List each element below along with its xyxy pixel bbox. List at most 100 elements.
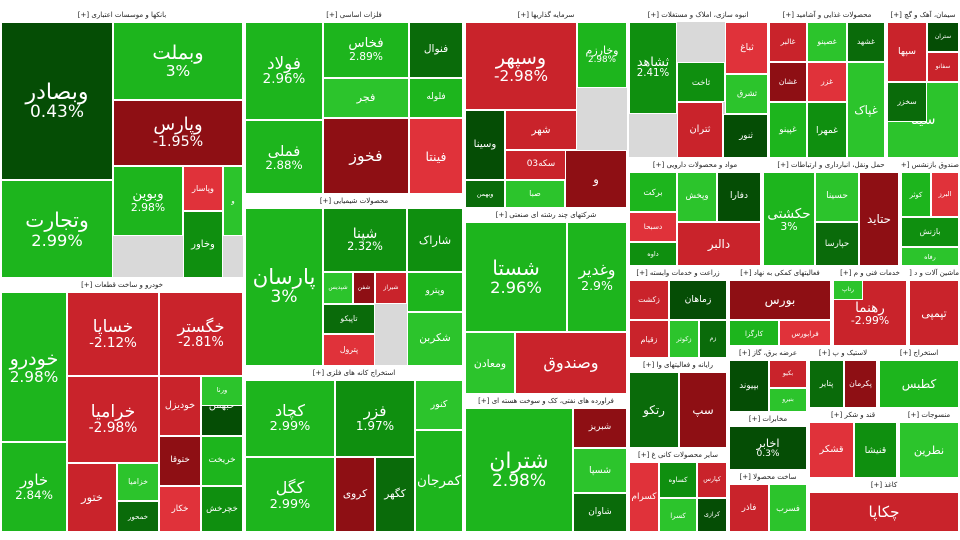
- tile-diversified-1[interactable]: وغدیر 2.9%: [567, 222, 627, 332]
- tile-chemical-5[interactable]: شفن: [353, 272, 375, 304]
- tile-food-3[interactable]: غشان: [769, 62, 807, 102]
- sector-header[interactable]: فعالیتهای کمکی به نهاد [+]: [729, 267, 831, 280]
- tile-agri-4[interactable]: زم: [699, 320, 727, 357]
- tile-mining-6[interactable]: کمرجان: [415, 430, 463, 531]
- tile-metals-5[interactable]: فخوز: [323, 118, 409, 193]
- tile-chemical-9[interactable]: شکربن: [407, 312, 463, 365]
- tile-chemical-8[interactable]: شاراک: [407, 208, 463, 272]
- tile-banks-4[interactable]: وبوین 2.98%: [113, 166, 183, 236]
- tile-pharma-4[interactable]: دالبر: [677, 222, 761, 265]
- tile-ceramic-1[interactable]: کساوه: [659, 462, 697, 498]
- tile-banks-2[interactable]: وبملت 3%: [113, 22, 243, 100]
- tile-banks-1[interactable]: وتجارت 2.99%: [1, 180, 113, 277]
- tile-misc-1[interactable]: فسرب: [769, 484, 807, 531]
- tile-paper-0[interactable]: چکاپا: [809, 492, 959, 531]
- tile-cement-0[interactable]: سپها: [887, 22, 927, 82]
- sector-header[interactable]: کاغذ [+]: [809, 479, 959, 492]
- tile-transport-0[interactable]: حکشتی 3%: [763, 172, 815, 265]
- tile-pharma-2[interactable]: داوه: [629, 242, 677, 265]
- tile-auto-2[interactable]: خگستر -2.81%: [159, 292, 243, 376]
- tile-auto-10[interactable]: ختوقا: [159, 436, 201, 486]
- sector-header[interactable]: منسوجات [+]: [899, 409, 959, 422]
- tile-ceramic-4[interactable]: کرازی: [697, 498, 727, 531]
- sector-header[interactable]: شرکتهای چند رشته ای صنعتی [+]: [465, 209, 627, 222]
- tile-computer-1[interactable]: سپ: [679, 372, 727, 447]
- tile-auto-4[interactable]: خاور 2.84%: [1, 442, 67, 531]
- tile-pharma-5[interactable]: دفارا: [717, 172, 761, 222]
- tile-sugar-1[interactable]: قنیشا: [854, 422, 897, 477]
- tile-plastic-0[interactable]: پتایر: [809, 360, 844, 407]
- tile-food-7[interactable]: غپاک: [847, 62, 885, 157]
- tile-investment-3[interactable]: وسینا: [465, 110, 505, 180]
- sector-header[interactable]: فلزات اساسی [+]: [245, 9, 463, 22]
- tile-construction-5[interactable]: ثنور: [723, 114, 767, 157]
- tile-investment-7[interactable]: و: [565, 150, 627, 207]
- tile-agri-3[interactable]: زکوثر: [669, 320, 699, 357]
- tile-metals-3[interactable]: فجر: [323, 78, 409, 118]
- sector-header[interactable]: سایر محصولات کانی غ [+]: [629, 449, 727, 462]
- tile-electric-0[interactable]: بپیوند: [729, 360, 769, 411]
- tile-computer-0[interactable]: رتکو: [629, 372, 679, 447]
- tile-auto-11[interactable]: خریخت: [201, 436, 243, 486]
- sector-header[interactable]: صندوق بازنشس [+]: [901, 159, 959, 172]
- tile-auto-13[interactable]: خچرخش: [201, 486, 243, 531]
- tile-transport-2[interactable]: حپارسا: [815, 222, 859, 265]
- sector-header[interactable]: مواد و محصولات دارویی [+]: [629, 159, 761, 172]
- tile-oil-0[interactable]: شتران 2.98%: [465, 408, 573, 531]
- tile-mining-0[interactable]: کچاد 2.99%: [245, 380, 335, 457]
- tile-banks-3[interactable]: وپارس -1.95%: [113, 100, 243, 166]
- sector-header[interactable]: خدمات فنی و م [+]: [833, 267, 907, 280]
- tile-chemical-1[interactable]: شپنا 2.32%: [323, 208, 407, 272]
- tile-tech-1[interactable]: رتاپ: [833, 280, 863, 300]
- tile-auto-7[interactable]: ختور: [67, 463, 117, 531]
- tile-oil-4[interactable]: شبریز: [573, 408, 627, 448]
- tile-agri-2[interactable]: زقیام: [629, 320, 669, 357]
- tile-construction-3[interactable]: ثشرق: [725, 74, 767, 114]
- tile-auto-5[interactable]: خودیزل: [159, 376, 201, 436]
- tile-transport-1[interactable]: حسینا: [815, 172, 859, 222]
- tile-investment-5[interactable]: صبا: [505, 180, 565, 207]
- tile-misc-0[interactable]: فاذر: [729, 484, 769, 531]
- tile-ceramic-0[interactable]: کسرام: [629, 462, 659, 531]
- tile-auto-14[interactable]: ورنا: [201, 376, 243, 406]
- tile-mining-5[interactable]: کروی: [335, 457, 375, 531]
- sector-header[interactable]: ماشین آلات و د [+]: [909, 267, 959, 280]
- tile-banks-5[interactable]: وپاسار: [183, 166, 223, 211]
- tile-electric-1[interactable]: بکیو: [769, 360, 807, 388]
- tile-mining-2[interactable]: فزر 1.97%: [335, 380, 415, 457]
- tile-investment-0[interactable]: وسپهر -2.98%: [465, 22, 577, 110]
- tile-food-4[interactable]: غپینو: [769, 102, 807, 157]
- sector-header[interactable]: قند و شکر [+]: [809, 409, 897, 422]
- tile-banks-6[interactable]: وخاور: [183, 211, 223, 277]
- tile-investment-2[interactable]: شهر: [505, 110, 577, 150]
- tile-etf-2[interactable]: بازنش: [901, 217, 959, 247]
- tile-pharma-1[interactable]: دسبحا: [629, 212, 677, 242]
- sector-header[interactable]: فراورده های نفتی، کک و سوخت هسته ای [+]: [465, 395, 627, 408]
- tile-mining-4[interactable]: کگهر: [375, 457, 415, 531]
- tile-chemical-2[interactable]: شیراز: [375, 272, 407, 304]
- tile-cement-2[interactable]: سفانو: [927, 52, 959, 82]
- tile-pharma-0[interactable]: برکت: [629, 172, 677, 212]
- tile-construction-4[interactable]: ثتران: [677, 102, 723, 157]
- tile-auto-0[interactable]: خودرو 2.98%: [1, 292, 67, 442]
- tile-food-5[interactable]: غزر: [807, 62, 847, 102]
- sector-header[interactable]: سرمایه گذاریها [+]: [465, 9, 627, 22]
- tile-mining-3[interactable]: کنور: [415, 380, 463, 430]
- tile-diversified-3[interactable]: وصندوق: [515, 332, 627, 393]
- sector-header[interactable]: انبوه سازی، املاک و مستغلات [+]: [629, 9, 767, 22]
- tile-auto-9[interactable]: خمحور: [117, 501, 159, 531]
- tile-ceramic-3[interactable]: کپارس: [697, 462, 727, 498]
- tile-textile-0[interactable]: نطرین: [899, 422, 959, 477]
- tile-chemical-4[interactable]: تاپیکو: [323, 304, 375, 334]
- tile-sugar-0[interactable]: قشکر: [809, 422, 854, 477]
- sector-header[interactable]: محصولات غذایی و آشامید [+]: [769, 9, 885, 22]
- tile-oil-2[interactable]: شسپا: [573, 448, 627, 493]
- tile-metals-4[interactable]: فنوال: [409, 22, 463, 78]
- sector-header[interactable]: ساخت محصولا [+]: [729, 471, 807, 484]
- tile-food-6[interactable]: غمهرا: [807, 102, 847, 157]
- tile-construction-1[interactable]: ثباغ: [725, 22, 767, 74]
- sector-header[interactable]: بانکها و موسسات اعتباری [+]: [1, 9, 243, 22]
- tile-construction-0[interactable]: ثشاهد 2.41%: [629, 22, 677, 114]
- sector-header[interactable]: رایانه و فعالیتهای وا [+]: [629, 359, 727, 372]
- tile-chemical-7[interactable]: پترول: [323, 334, 375, 365]
